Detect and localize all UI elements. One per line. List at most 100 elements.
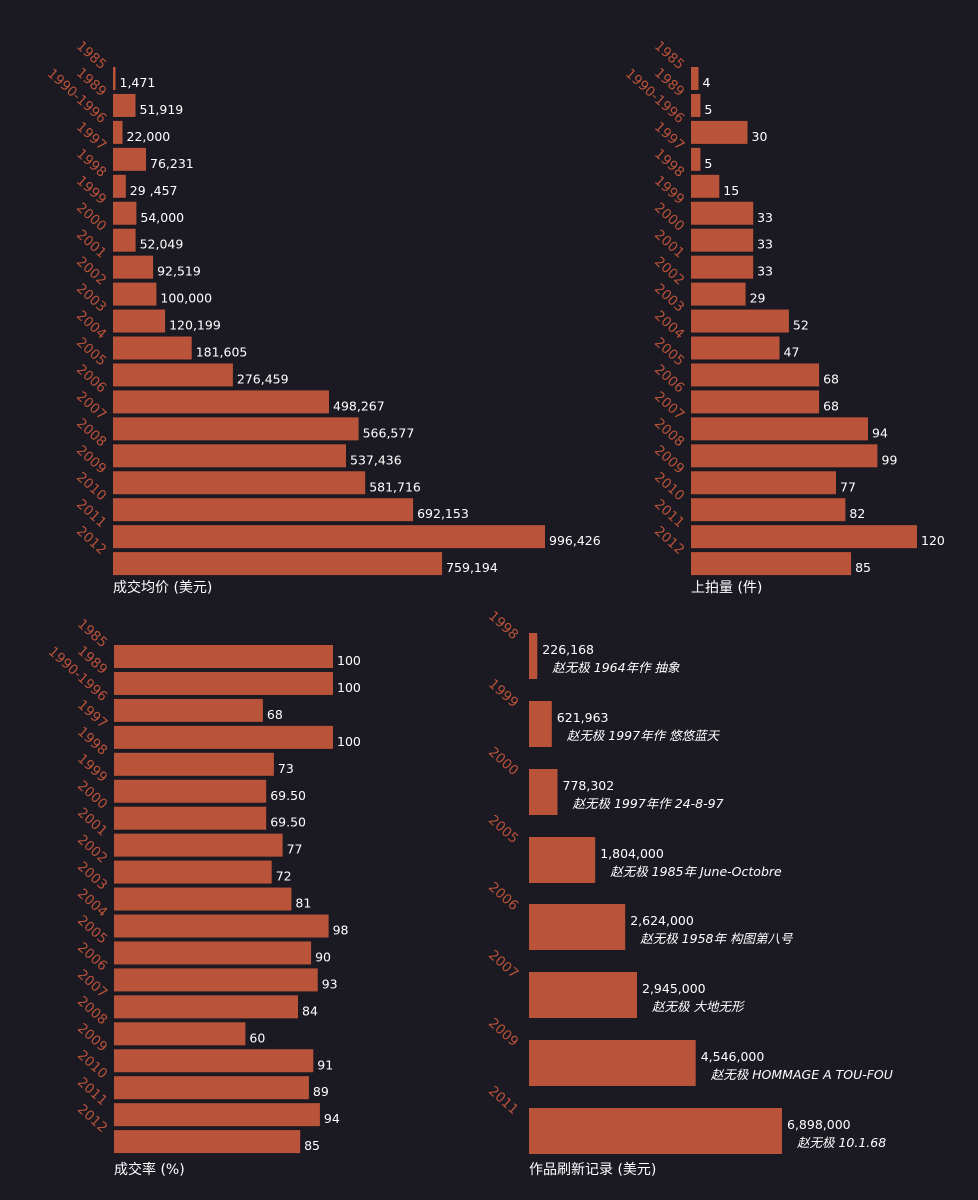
bar-1-13 [691, 417, 868, 441]
year-label-1-7: 2001 [651, 227, 687, 262]
year-label-0-15: 2009 [73, 442, 109, 477]
value-label-0-4: 29 ,457 [130, 183, 178, 198]
value-label-0-3: 76,231 [150, 156, 194, 171]
bar-1-7 [691, 255, 754, 279]
bar-0-4 [113, 174, 126, 198]
value-label-2-8: 72 [276, 869, 292, 884]
chart-title-1: 上拍量 (件) [691, 580, 762, 596]
year-label-2-11: 2005 [74, 913, 110, 948]
value-label-0-2: 22,000 [127, 129, 171, 144]
year-label-0-13: 2007 [73, 388, 109, 423]
year-label-1-6: 2000 [651, 200, 687, 235]
year-label-0-11: 2005 [73, 335, 109, 370]
value-label-1-11: 68 [823, 371, 839, 386]
year-label-1-12: 2006 [651, 361, 687, 396]
value-label-3-7: 6,898,000 [787, 1117, 851, 1132]
value-label-1-12: 68 [823, 398, 839, 413]
value-label-1-5: 33 [757, 210, 773, 225]
year-label-2-0: 1985 [74, 616, 110, 651]
value-label-2-10: 98 [333, 923, 349, 938]
year-label-3-7: 2011 [485, 1083, 521, 1118]
year-label-0-8: 2002 [73, 254, 109, 289]
bar-2-6 [114, 806, 267, 830]
bar-0-16 [113, 498, 414, 522]
bar-3-0 [529, 633, 538, 679]
year-label-2-8: 2002 [74, 832, 110, 867]
year-label-2-17: 2011 [74, 1074, 110, 1109]
value-label-1-13: 94 [872, 425, 888, 440]
bar-2-7 [114, 833, 283, 857]
value-label-1-18: 85 [855, 560, 871, 575]
year-label-3-2: 2000 [485, 744, 521, 779]
value-label-1-3: 5 [704, 156, 712, 171]
value-label-2-16: 89 [313, 1084, 329, 1099]
value-label-0-5: 54,000 [140, 210, 184, 225]
bar-2-3 [114, 725, 333, 749]
bar-3-7 [529, 1108, 782, 1154]
year-label-1-4: 1998 [651, 146, 687, 181]
value-label-0-9: 120,199 [169, 318, 221, 333]
value-label-1-16: 82 [849, 506, 865, 521]
value-label-0-11: 276,459 [237, 371, 289, 386]
bar-1-14 [691, 444, 878, 468]
year-label-2-14: 2008 [74, 993, 110, 1028]
bar-0-12 [113, 390, 329, 414]
chart-title-0: 成交均价 (美元) [113, 579, 212, 596]
value-label-1-10: 47 [784, 345, 800, 360]
value-label-3-4: 2,624,000 [630, 913, 694, 928]
bar-0-9 [113, 309, 166, 333]
year-label-2-6: 2000 [74, 778, 110, 813]
bar-1-9 [691, 309, 789, 333]
work-label-3-0: 赵无极 1964年作 抽象 [552, 660, 680, 675]
bar-0-7 [113, 255, 154, 279]
year-label-1-14: 2008 [651, 415, 687, 450]
year-label-2-5: 1999 [74, 751, 110, 786]
year-label-3-1: 1999 [485, 676, 521, 711]
year-label-1-3: 1997 [651, 119, 687, 154]
bar-1-8 [691, 282, 746, 306]
year-label-2-9: 2003 [74, 859, 110, 894]
value-label-0-0: 1,471 [120, 75, 156, 90]
bar-1-6 [691, 228, 754, 252]
value-label-1-0: 4 [703, 75, 711, 90]
bar-2-2 [114, 698, 263, 722]
value-label-0-10: 181,605 [196, 345, 248, 360]
year-label-3-6: 2009 [485, 1015, 521, 1050]
year-label-1-9: 2003 [651, 281, 687, 316]
bar-1-11 [691, 363, 820, 387]
value-label-0-15: 581,716 [369, 479, 421, 494]
value-label-0-12: 498,267 [333, 398, 385, 413]
year-label-3-5: 2007 [485, 947, 521, 982]
value-label-1-8: 29 [750, 291, 766, 306]
value-label-1-2: 30 [752, 129, 768, 144]
value-label-3-5: 2,945,000 [642, 981, 706, 996]
bar-3-2 [529, 769, 558, 815]
value-label-2-0: 100 [337, 653, 361, 668]
work-label-3-4: 赵无极 1958年 构图第八号 [640, 931, 794, 946]
year-label-0-3: 1997 [73, 119, 109, 154]
value-label-0-1: 51,919 [140, 102, 184, 117]
year-label-0-9: 2003 [73, 281, 109, 316]
value-label-3-2: 778,302 [563, 778, 615, 793]
value-label-3-6: 4,546,000 [701, 1049, 765, 1064]
value-label-2-7: 77 [287, 842, 303, 857]
year-label-1-17: 2011 [651, 496, 687, 531]
bar-1-3 [691, 147, 701, 171]
bar-0-14 [113, 444, 346, 468]
value-label-2-6: 69.50 [270, 815, 306, 830]
year-label-3-4: 2006 [485, 879, 521, 914]
value-label-0-16: 692,153 [417, 506, 469, 521]
year-label-0-12: 2006 [73, 361, 109, 396]
bar-2-10 [114, 914, 329, 938]
bar-2-15 [114, 1049, 314, 1073]
year-label-1-15: 2009 [651, 442, 687, 477]
bar-0-13 [113, 417, 359, 441]
value-label-3-0: 226,168 [542, 642, 594, 657]
bar-1-1 [691, 93, 701, 117]
value-label-0-8: 100,000 [160, 291, 212, 306]
bar-1-0 [691, 67, 699, 90]
bar-2-13 [114, 995, 298, 1019]
value-label-2-12: 93 [322, 976, 338, 991]
year-label-0-18: 2012 [73, 523, 109, 558]
bar-2-14 [114, 1022, 246, 1046]
